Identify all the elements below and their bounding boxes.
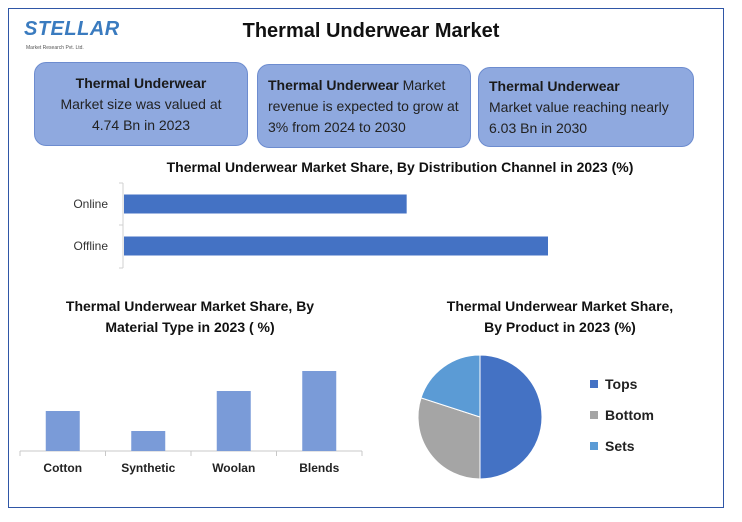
legend-item-tops: Tops — [590, 368, 654, 399]
distribution-category-label: Online — [73, 197, 108, 211]
product-chart-title-line1: Thermal Underwear Market Share, — [446, 298, 674, 314]
market-value-box: Thermal Underwear Market value reaching … — [478, 67, 694, 147]
stellar-logo: STELLAR Market Research Pvt. Ltd. — [22, 16, 119, 56]
box-3-text: Market value reaching nearly 6.03 Bn in … — [489, 98, 669, 136]
logo-wordmark: STELLAR — [24, 18, 120, 40]
material-bar-woolan — [216, 391, 251, 451]
box-3-heading: Thermal Underwear — [489, 77, 620, 94]
market-growth-box: Thermal Underwear Market revenue is expe… — [257, 64, 471, 148]
material-category-label: Woolan — [212, 461, 255, 475]
material-chart-title: Thermal Underwear Market Share, By Mater… — [20, 296, 360, 338]
legend-item-bottom: Bottom — [590, 399, 654, 430]
legend-swatch — [590, 379, 598, 388]
distribution-chart-title: Thermal Underwear Market Share, By Distr… — [166, 159, 634, 175]
distribution-bar-online — [124, 194, 407, 214]
product-legend: Tops Bottom Sets — [590, 368, 654, 461]
pie-slice-bottom — [417, 397, 481, 480]
material-bar-blends — [302, 371, 337, 451]
material-chart-title-line1: Thermal Underwear Market Share, By — [65, 298, 315, 314]
legend-label: Tops — [605, 375, 638, 392]
product-chart-title-line2: By Product in 2023 (%) — [484, 319, 636, 335]
box-2-heading: Thermal Underwear — [268, 76, 399, 93]
product-chart-title: Thermal Underwear Market Share, By Produ… — [410, 296, 710, 338]
legend-swatch — [590, 441, 598, 450]
material-category-label: Synthetic — [121, 461, 175, 475]
box-1-heading: Thermal Underwear — [75, 74, 207, 91]
legend-label: Sets — [605, 437, 635, 454]
pie-slice-tops — [479, 354, 543, 480]
pie-slice-sets — [420, 354, 481, 418]
legend-label: Bottom — [605, 406, 654, 423]
material-category-label: Blends — [299, 461, 339, 475]
market-size-box: Thermal Underwear Market size was valued… — [34, 62, 248, 146]
legend-swatch — [590, 410, 598, 419]
material-bar-synthetic — [131, 431, 166, 451]
legend-item-sets: Sets — [590, 430, 654, 461]
box-1-text: Market size was valued at 4.74 Bn in 202… — [60, 95, 222, 133]
box-2-text: Market revenue is expected to grow at 3%… — [268, 76, 459, 135]
material-category-label: Cotton — [43, 461, 82, 475]
page-title: Thermal Underwear Market — [242, 20, 500, 42]
material-chart-title-line2: Material Type in 2023 ( %) — [105, 319, 275, 335]
distribution-bar-offline — [124, 236, 548, 256]
distribution-category-label: Offline — [74, 239, 109, 253]
logo-subtitle: Market Research Pvt. Ltd. — [26, 45, 84, 51]
material-bar-cotton — [45, 411, 80, 451]
